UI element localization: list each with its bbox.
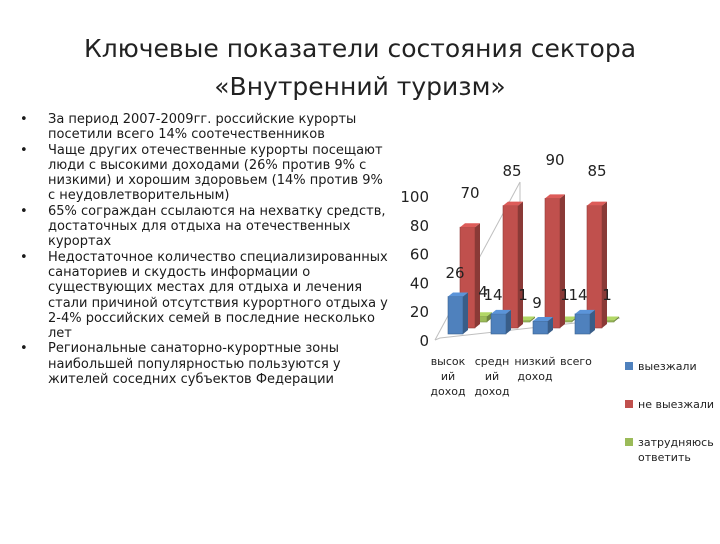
category-label: высок: [431, 355, 466, 368]
bullet-item: • За период 2007-2009гг. российские курор…: [18, 112, 390, 143]
bar-top-0-1: [491, 309, 511, 314]
bar-1-2: [544, 198, 561, 329]
value-label: 1: [518, 286, 528, 304]
value-label: 70: [460, 184, 479, 202]
bullet-text: Региональные санаторно-курортные зоны на…: [48, 341, 341, 388]
category-label: средн: [475, 355, 510, 368]
bullet-text: 65% сограждан ссылаются на нехватку сред…: [48, 203, 386, 250]
bullet-marker: •: [20, 203, 28, 219]
value-label: 14: [568, 286, 587, 304]
bar-side-2-1: [530, 316, 535, 322]
category-label: доход: [474, 385, 510, 398]
title-line-2: «Внутренний туризм»: [214, 72, 506, 101]
bullet-text: Чаще других отечественные курорты посеща…: [48, 142, 383, 204]
bullet-marker: •: [20, 112, 28, 127]
bullet-marker: •: [20, 249, 28, 265]
value-label: 85: [587, 162, 606, 180]
legend-swatch: [625, 362, 633, 370]
value-label: 1: [560, 286, 570, 304]
bar-side-1-1: [518, 201, 523, 328]
legend-label: затрудняюсь: [638, 436, 714, 449]
y-tick-label: 80: [410, 217, 429, 235]
category-label: ий: [441, 370, 455, 383]
bar-top-1-2: [545, 194, 565, 199]
legend-swatch: [625, 438, 633, 446]
bar-side-1-3: [602, 201, 607, 328]
category-label: доход: [430, 385, 466, 398]
value-label: 4: [478, 283, 488, 301]
y-tick-label: 0: [419, 332, 429, 350]
bar-0-1: [490, 313, 507, 335]
bar-0-3: [574, 313, 591, 335]
bar-0-0: [447, 296, 464, 335]
value-label: 85: [502, 162, 521, 180]
legend-label: не выезжали: [638, 398, 714, 411]
bar-top-1-1: [503, 201, 523, 206]
value-label: 1: [602, 286, 612, 304]
bar-side-0-1: [506, 309, 511, 334]
y-tick-label: 40: [410, 274, 429, 292]
bar-side-0-3: [590, 309, 595, 334]
bullet-text: За период 2007-2009гг. российские курорт…: [48, 112, 357, 143]
legend-label: ответить: [638, 451, 691, 464]
bullet-item: • Чаще других отечественные курорты посещ…: [18, 143, 390, 204]
y-tick-label: 20: [410, 303, 429, 321]
category-label: доход: [517, 370, 553, 383]
bar-side-0-2: [548, 317, 553, 334]
bar-1-1: [502, 205, 519, 329]
title-line-1: Ключевые показатели состояния сектора: [83, 34, 637, 63]
bar-top-0-3: [575, 309, 595, 314]
category-label: всего: [560, 355, 592, 368]
bar-top-1-0: [460, 223, 480, 228]
value-label: 14: [483, 286, 502, 304]
bullet-list: • За период 2007-2009гг. российские курор…: [18, 112, 390, 387]
legend-label: выезжали: [638, 360, 697, 373]
bar-side-2-3: [614, 316, 619, 322]
chart-container: 0 20 40 60 80 100 26 14 9 14 70 85 90 85 4 1 1 1 высок ий до…: [385, 140, 720, 540]
bullet-marker: •: [20, 341, 28, 357]
bar-side-1-2: [560, 194, 565, 328]
bar-chart: 0 20 40 60 80 100 26 14 9 14 70 85 90 85 4 1 1 1 высок ий до…: [400, 151, 714, 464]
bullet-item: • 65% сограждан ссылаются на нехватку сре…: [18, 204, 390, 250]
bar-0-2: [532, 320, 549, 335]
bar-top-0-2: [533, 317, 553, 322]
bar-1-3: [586, 205, 603, 329]
bullet-text: Недостаточное количество специализирован…: [48, 249, 388, 342]
value-label: 26: [445, 264, 464, 282]
value-label: 9: [532, 294, 542, 312]
legend-swatch: [625, 400, 633, 408]
y-tick-label: 100: [400, 188, 429, 206]
bullet-item: • Недостаточное количество специализирова…: [18, 250, 390, 342]
value-label: 90: [545, 151, 564, 169]
y-tick-label: 60: [410, 246, 429, 264]
category-label: низкий: [514, 355, 555, 368]
bullet-marker: •: [20, 142, 28, 158]
category-label: ий: [485, 370, 499, 383]
bar-side-1-0: [475, 223, 480, 328]
bar-side-0-0: [463, 292, 468, 334]
bar-top-0-0: [448, 292, 468, 297]
slide-title: Ключевые показатели состояния сектора «В…: [40, 30, 680, 106]
bar-top-1-3: [587, 201, 607, 206]
bullet-item: • Региональные санаторно-курортные зоны н…: [18, 341, 390, 387]
